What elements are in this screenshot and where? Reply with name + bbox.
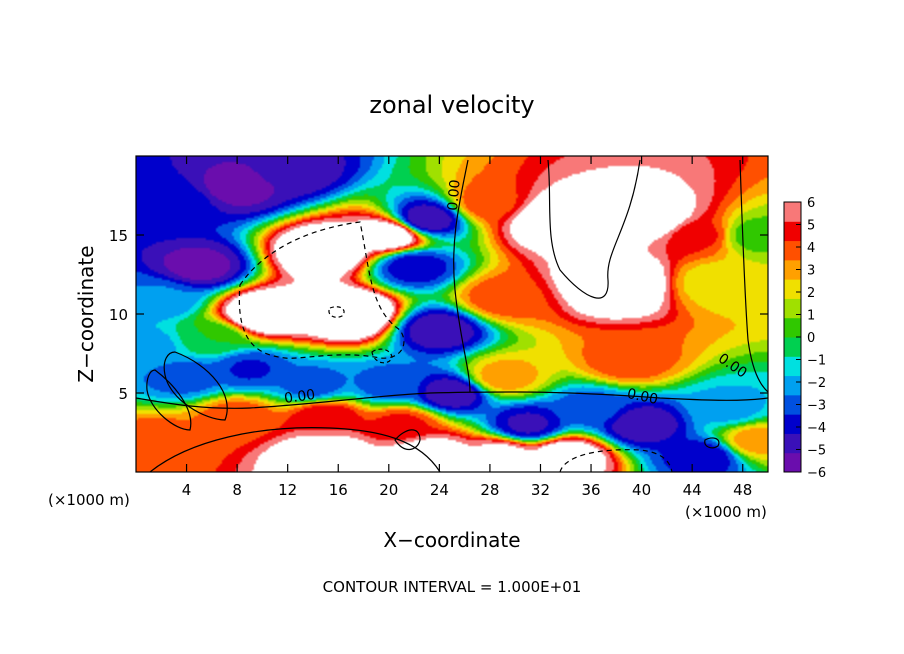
contour-right-mid <box>547 159 641 299</box>
contour-small-5 <box>704 437 720 449</box>
colorbar-tick-label: −1 <box>807 354 826 369</box>
colorbar-swatch <box>784 298 801 319</box>
x-tick-label: 20 <box>379 481 398 499</box>
contour-zero-main <box>136 391 768 409</box>
colorbar-swatch <box>784 433 801 454</box>
x-unit-right: (×1000 m) <box>685 503 767 521</box>
colorbar-tick-label: 1 <box>807 309 815 324</box>
colorbar-swatch <box>784 375 801 396</box>
colorbar-tick-label: 5 <box>807 219 815 234</box>
colorbar-tick-label: 6 <box>807 196 815 211</box>
contour-dashed-3 <box>371 348 393 364</box>
colorbar-tick-label: 3 <box>807 264 815 279</box>
x-tick-label: 44 <box>683 481 702 499</box>
y-axis-label: Z−coordinate <box>74 245 98 382</box>
x-unit-left: (×1000 m) <box>48 491 130 509</box>
x-tick-label: 28 <box>480 481 499 499</box>
colorbar-swatch <box>784 317 801 338</box>
contour-label: 0.00 <box>626 386 660 408</box>
contour-lower-arc <box>149 427 441 472</box>
x-axis-label: X−coordinate <box>383 528 520 552</box>
contour-lines <box>136 159 768 472</box>
x-tick-label: 16 <box>329 481 348 499</box>
contour-right-vertical <box>739 159 768 393</box>
x-tick-label: 12 <box>278 481 297 499</box>
colorbar-tick-label: 2 <box>807 286 815 301</box>
contour-ellipse-2 <box>146 369 192 431</box>
colorbar-tick-label: −4 <box>807 421 826 436</box>
colorbar-swatch <box>784 221 801 242</box>
contour-label: 0.00 <box>283 387 316 407</box>
y-tick-label: 5 <box>118 385 128 403</box>
contour-zero-vertical <box>453 159 471 393</box>
x-tick-label: 36 <box>581 481 600 499</box>
colorbar-tick-label: −2 <box>807 376 826 391</box>
colorbar-tick-label: −6 <box>807 466 826 481</box>
contour-dashed-2 <box>328 306 345 318</box>
y-tick-label: 10 <box>109 306 128 324</box>
colorbar-tick-label: 0 <box>807 331 815 346</box>
heatmap-image <box>136 156 768 472</box>
y-tick-label: 15 <box>109 227 128 245</box>
chart-title: zonal velocity <box>369 91 534 119</box>
contour-dashed-1 <box>238 221 405 359</box>
contour-label: 0.00 <box>445 179 464 211</box>
x-tick-label: 48 <box>733 481 752 499</box>
y-axis-ticks: 5 10 15 <box>109 227 768 403</box>
contour-dashed-4 <box>559 449 673 472</box>
heatmap-field <box>136 156 768 472</box>
colorbar-swatch <box>784 202 801 222</box>
colorbar-swatch <box>784 259 801 280</box>
x-tick-label: 40 <box>632 481 651 499</box>
colorbar-swatch <box>784 414 801 434</box>
colorbar: 6 5 4 3 2 1 0 −1 −2 −3 −4 −5 −6 <box>783 196 826 481</box>
x-tick-label: 24 <box>430 481 449 499</box>
colorbar-swatch <box>784 240 801 261</box>
x-tick-label: 4 <box>182 481 192 499</box>
colorbar-swatch <box>784 394 801 415</box>
colorbar-tick-label: 4 <box>807 241 815 256</box>
colorbar-swatch <box>784 337 801 357</box>
contour-ellipse-1 <box>163 351 228 421</box>
contour-small-6 <box>394 429 421 450</box>
colorbar-swatch <box>784 356 801 377</box>
colorbar-tick-label: −3 <box>807 399 826 414</box>
x-tick-label: 32 <box>531 481 550 499</box>
colorbar-tick-label: −5 <box>807 444 826 459</box>
x-tick-label: 8 <box>232 481 242 499</box>
contour-interval-note: CONTOUR INTERVAL = 1.000E+01 <box>323 578 582 596</box>
colorbar-swatch <box>784 279 801 299</box>
x-axis-ticks: 4 8 12 16 20 24 28 32 36 40 44 48 <box>182 156 752 499</box>
colorbar-swatch <box>784 452 801 473</box>
